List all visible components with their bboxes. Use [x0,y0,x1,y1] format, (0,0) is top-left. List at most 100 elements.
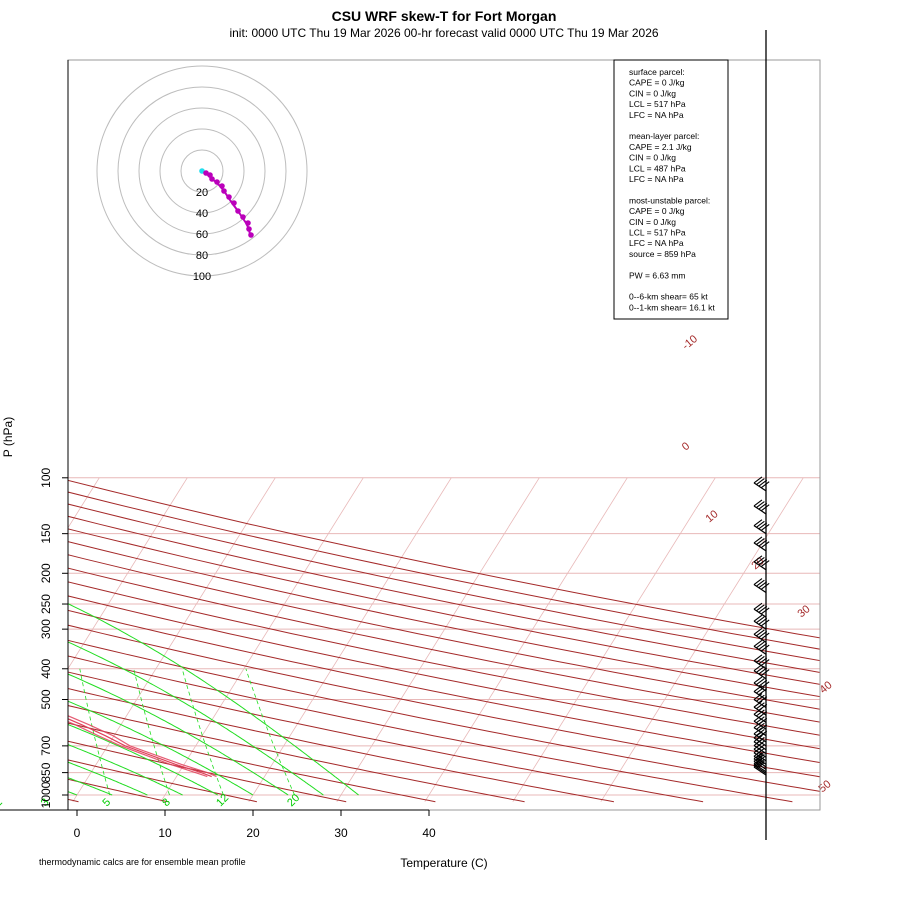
stats-line: source = 859 hPa [629,249,696,259]
wind-barb [753,578,770,594]
hodograph-point [209,176,215,182]
dry-adiabat-line [68,688,614,803]
dry-adiabat-line [68,778,168,803]
wind-barb [753,693,768,709]
y-tick-label: 700 [39,736,53,756]
wind-barb [753,654,770,670]
isotherm-line [336,477,540,802]
dry-adiabat-line [68,705,525,803]
hodograph-point [248,232,254,238]
hodograph-point [240,214,246,220]
hodograph-ring-label: 20 [196,187,208,199]
stats-line: CIN = 0 J/kg [629,217,676,227]
dry-adiabat-line [68,595,820,750]
y-tick-label: 400 [39,658,53,678]
stats-line: 0--6-km shear= 65 kt [629,292,708,302]
wind-barb [753,519,770,535]
wind-barb [753,499,770,515]
y-tick-label: 300 [39,619,53,639]
stats-line: LCL = 517 hPa [629,228,686,238]
stats-line: CAPE = 0 J/kg [629,206,685,216]
isotherm-label: 50 [817,778,834,795]
hodograph-point [246,226,252,232]
stats-line: LFC = NA hPa [629,174,684,184]
wind-barb [753,664,770,680]
mixing-ratio-label: 8 [160,796,173,809]
plot-clip-group [0,477,820,803]
x-tick-label: 30 [334,826,348,840]
y-tick-label: 100 [39,467,53,487]
moist-adiabat-line [68,723,219,796]
dry-adiabat-line [68,609,820,764]
chart-subtitle: init: 0000 UTC Thu 19 Mar 2026 00-hr for… [229,26,658,40]
y-axis-label: P (hPa) [1,417,15,457]
x-tick-label: 20 [246,826,260,840]
stats-line: most-unstable parcel: [629,195,710,205]
dry-adiabat-line [68,759,258,803]
y-tick-label: 500 [39,689,53,709]
wind-barb-panel [753,30,770,840]
isotherm-line [0,478,11,802]
moist-adiabat-line [68,641,324,796]
dry-adiabat-line [68,479,820,639]
isotherm-label: 0 [680,440,692,453]
temperature-line [68,718,212,778]
moist-adiabat-line [68,744,183,796]
hodograph-point [219,183,225,189]
mixing-ratio-label: 5 [100,796,113,809]
y-tick-label: 1000 [39,781,53,808]
hodograph-point [235,208,241,214]
stats-line: LFC = NA hPa [629,110,684,120]
footnote: thermodynamic calcs are for ensemble mea… [39,857,246,867]
stats-line: CIN = 0 J/kg [629,88,676,98]
hodograph-point [231,200,237,206]
wind-barb [753,614,770,630]
y-tick-label: 250 [39,594,53,614]
wind-barb [753,476,770,492]
mixing-ratio-line [245,668,295,796]
dry-adiabat-line [68,740,347,803]
hodograph-ring [138,107,266,235]
dry-adiabat-line [68,554,820,710]
stats-line: mean-layer parcel: [629,131,699,141]
dewpoint-series [0,534,5,776]
temperature-series [68,715,217,778]
wind-barb [753,602,770,618]
moist-adiabat-line [0,601,7,795]
isotherm-line [160,477,364,802]
x-tick-label: 0 [74,826,81,840]
mixing-ratio-line [79,668,111,796]
isotherm-line [424,477,628,802]
hodograph-point [214,179,220,185]
dry-adiabat-line [68,581,820,736]
wind-barb [753,760,767,776]
moist-adiabat-line [68,761,148,796]
y-tick-label: 850 [39,762,53,782]
x-tick-label: 40 [422,826,436,840]
hodograph-point [221,188,227,194]
temperature-line [68,715,217,778]
stats-line: PW = 6.63 mm [629,270,685,280]
hodograph-ring [180,149,224,193]
isotherm-label: 10 [704,508,721,525]
hodograph-ring [117,86,287,256]
chart-title: CSU WRF skew-T for Fort Morgan [332,8,557,24]
y-tick-label: 150 [39,523,53,543]
hodograph: 20 40 60 80 100 [96,65,308,283]
dry-adiabat-line [68,722,436,803]
moist-adiabat-line [68,603,359,796]
hodograph-ring [96,65,308,277]
stats-line: LCL = 487 hPa [629,163,686,173]
wind-barb [753,555,770,571]
wind-barb [753,536,770,552]
dry-adiabat-line [68,528,820,685]
dry-adiabat-line [68,567,820,723]
x-axis-label: Temperature (C) [400,856,487,870]
isotherm-label: 30 [796,603,813,620]
mixing-ratio-line [0,669,2,795]
stats-line: LFC = NA hPa [629,238,684,248]
stats-line: surface parcel: [629,67,685,77]
stats-line: CIN = 0 J/kg [629,153,676,163]
